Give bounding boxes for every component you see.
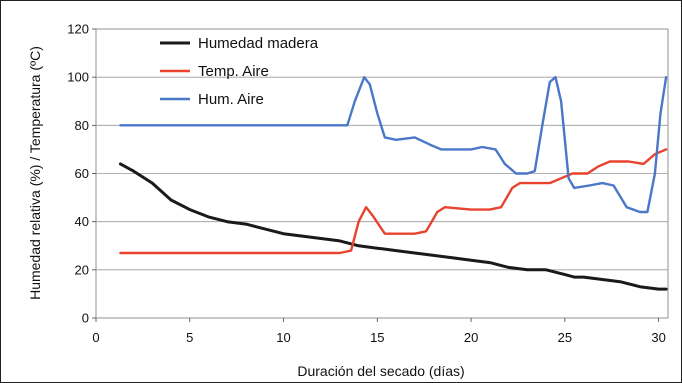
x-tick-label: 20 xyxy=(464,330,478,345)
y-tick-label: 40 xyxy=(75,214,89,229)
series-line-1 xyxy=(118,162,668,291)
legend: Humedad madera Temp. Aire Hum. Aire xyxy=(160,35,319,108)
x-tick-label: 30 xyxy=(651,330,665,345)
y-axis-label: Humedad relativa (%) / Temperatura (ºC) xyxy=(27,46,43,300)
x-tick-label: 5 xyxy=(186,330,193,345)
y-tick-label: 80 xyxy=(75,118,89,133)
y-tick-label: 100 xyxy=(67,70,89,85)
x-axis-label: Duración del secado (días) xyxy=(297,363,464,379)
series-layer xyxy=(118,75,668,291)
x-tick-label: 10 xyxy=(276,330,290,345)
x-tick-label: 15 xyxy=(370,330,384,345)
series-line-3 xyxy=(119,75,668,214)
x-tick-label: 25 xyxy=(558,330,572,345)
y-tick-label: 120 xyxy=(67,22,89,37)
y-tick-label: 60 xyxy=(75,166,89,181)
legend-label-2: Temp. Aire xyxy=(198,63,269,80)
y-tick-label: 20 xyxy=(75,262,89,277)
legend-label-1: Humedad madera xyxy=(198,35,319,52)
legend-label-3: Hum. Aire xyxy=(198,91,264,108)
series-line-2 xyxy=(119,148,668,255)
y-tick-label: 0 xyxy=(82,311,89,326)
axes: 0 20 40 60 80 100 120 0 5 10 15 20 25 30 xyxy=(67,22,666,346)
x-tick-label: 0 xyxy=(92,330,99,345)
